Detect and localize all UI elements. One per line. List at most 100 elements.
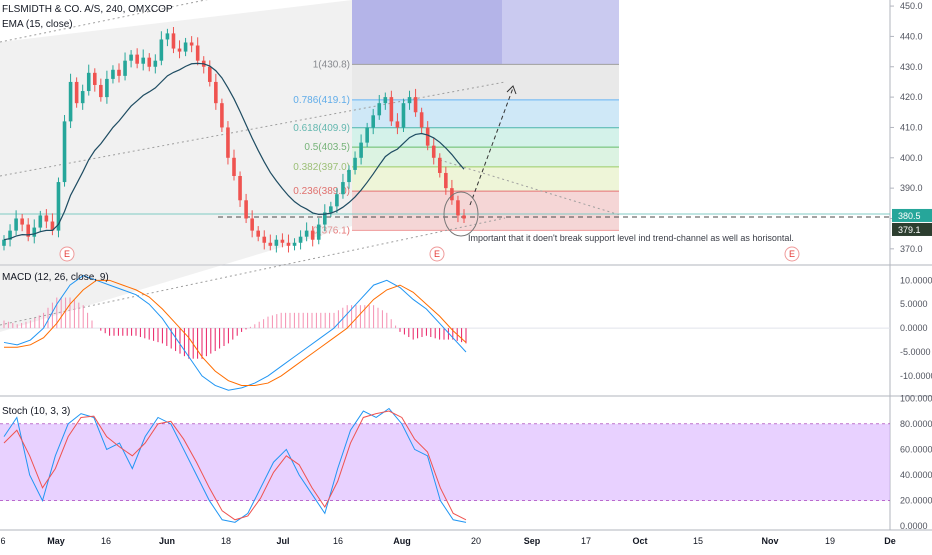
earnings-marker bbox=[784, 246, 800, 262]
earnings-marker-label: E bbox=[789, 249, 795, 259]
candle-body bbox=[456, 200, 460, 216]
candle-body bbox=[335, 194, 339, 207]
candle-body bbox=[56, 182, 61, 231]
candle-body bbox=[44, 215, 49, 222]
time-tick-label: Sep bbox=[524, 536, 541, 546]
fib-level-label: 0.236(389.0) bbox=[293, 186, 350, 197]
fib-level-label: 0.786(419.1) bbox=[293, 95, 350, 106]
time-tick-label: Oct bbox=[632, 536, 647, 546]
stoch-tick-label: 60.0000 bbox=[900, 444, 932, 454]
candle-body bbox=[437, 157, 442, 173]
macd-tick-label: -5.0000 bbox=[900, 347, 931, 357]
candle-body bbox=[159, 39, 164, 61]
macd-title: MACD (12, 26, close, 9) bbox=[2, 272, 109, 283]
candle-body bbox=[298, 236, 303, 243]
candle-body bbox=[371, 115, 376, 128]
macd-line bbox=[3, 274, 467, 391]
price-tick-label: 410.0 bbox=[900, 122, 923, 132]
time-tick-label: Jun bbox=[159, 536, 175, 546]
candle-body bbox=[2, 239, 6, 246]
candle-body bbox=[38, 215, 43, 228]
candle-body bbox=[141, 57, 146, 64]
price-tick-label: 400.0 bbox=[900, 153, 923, 163]
candle-body bbox=[50, 221, 55, 231]
candle-body bbox=[129, 54, 133, 61]
candle-body bbox=[462, 215, 466, 219]
candle-body bbox=[286, 242, 291, 246]
candle-body bbox=[62, 121, 67, 183]
candle-body bbox=[444, 172, 448, 189]
earnings-marker-label: E bbox=[64, 249, 70, 259]
time-tick-label: 19 bbox=[825, 536, 835, 546]
macd-tick-label: -10.0000 bbox=[900, 371, 932, 381]
symbol-title: FLSMIDTH & CO. A/S, 240, OMXCOP bbox=[2, 4, 173, 15]
time-tick-label: Jul bbox=[276, 536, 289, 546]
stoch-title: Stoch (10, 3, 3) bbox=[2, 406, 71, 417]
ema-legend[interactable]: EMA (15, close) bbox=[2, 19, 73, 30]
candle-body bbox=[207, 66, 212, 82]
annotation-text: Important that it doen't break support l… bbox=[468, 233, 794, 243]
stoch-tick-label: 20.0000 bbox=[900, 496, 932, 506]
candle-body bbox=[105, 78, 109, 98]
fib-level-label: 1(430.8) bbox=[313, 59, 350, 70]
symbol-legend[interactable]: FLSMIDTH & CO. A/S, 240, OMXCOP bbox=[2, 4, 173, 15]
candle-body bbox=[244, 200, 248, 219]
candle-body bbox=[80, 91, 85, 104]
candle-body bbox=[177, 48, 182, 52]
candle-body bbox=[189, 42, 194, 46]
candle-body bbox=[341, 182, 345, 195]
candle-body bbox=[395, 121, 400, 128]
candle-body bbox=[32, 227, 37, 237]
price-tick-label: 370.0 bbox=[900, 244, 923, 254]
candle-body bbox=[322, 212, 327, 225]
signal-line bbox=[4, 279, 467, 386]
candle-body bbox=[214, 81, 218, 104]
stoch-legend[interactable]: Stoch (10, 3, 3) bbox=[2, 406, 70, 417]
stoch-d-line bbox=[3, 410, 467, 521]
macd-tick-label: 5.0000 bbox=[900, 299, 928, 309]
time-tick-label: 16 bbox=[101, 536, 111, 546]
stoch-tick-label: 0.0000 bbox=[900, 521, 928, 531]
time-tick-label: De bbox=[884, 536, 896, 546]
candle-body bbox=[419, 112, 424, 128]
time-tick-label: 18 bbox=[221, 536, 231, 546]
candle-body bbox=[274, 239, 279, 246]
candle-body bbox=[389, 97, 394, 122]
macd-legend[interactable]: MACD (12, 26, close, 9) bbox=[2, 272, 109, 283]
candle-body bbox=[117, 69, 121, 76]
candle-body bbox=[14, 218, 18, 231]
arrow-head bbox=[506, 85, 517, 95]
candle-body bbox=[329, 206, 333, 213]
candle-body bbox=[26, 224, 31, 237]
candle-body bbox=[111, 69, 115, 79]
candle-body bbox=[450, 188, 454, 201]
fib-level-label: 0.5(403.5) bbox=[304, 142, 350, 153]
candle-body bbox=[268, 242, 273, 246]
price-badge-text: 380.5 bbox=[898, 211, 921, 221]
candle-body bbox=[359, 142, 363, 158]
time-tick-label: 6 bbox=[0, 536, 5, 546]
time-tick-label: 16 bbox=[333, 536, 343, 546]
earnings-marker bbox=[59, 246, 75, 262]
price-badge-text: 379.1 bbox=[898, 225, 921, 235]
price-tick-label: 390.0 bbox=[900, 183, 923, 193]
candle-body bbox=[99, 84, 103, 98]
candle-body bbox=[92, 72, 97, 85]
fib-level-label: 0(376.1) bbox=[313, 225, 350, 236]
projection-line bbox=[439, 159, 621, 216]
time-tick-label: 17 bbox=[581, 536, 591, 546]
candle-body bbox=[165, 33, 170, 40]
price-tick-label: 420.0 bbox=[900, 92, 923, 102]
candle-body bbox=[280, 239, 285, 243]
stoch-tick-label: 80.0000 bbox=[900, 419, 932, 429]
candle-body bbox=[383, 97, 388, 104]
candle-body bbox=[226, 127, 230, 158]
candle-body bbox=[195, 45, 200, 61]
stoch-tick-label: 100.0000 bbox=[900, 393, 932, 403]
candle-body bbox=[431, 145, 436, 158]
price-tick-label: 440.0 bbox=[900, 31, 923, 41]
candle-body bbox=[171, 33, 176, 49]
fib-zone-top-shade bbox=[352, 0, 502, 65]
